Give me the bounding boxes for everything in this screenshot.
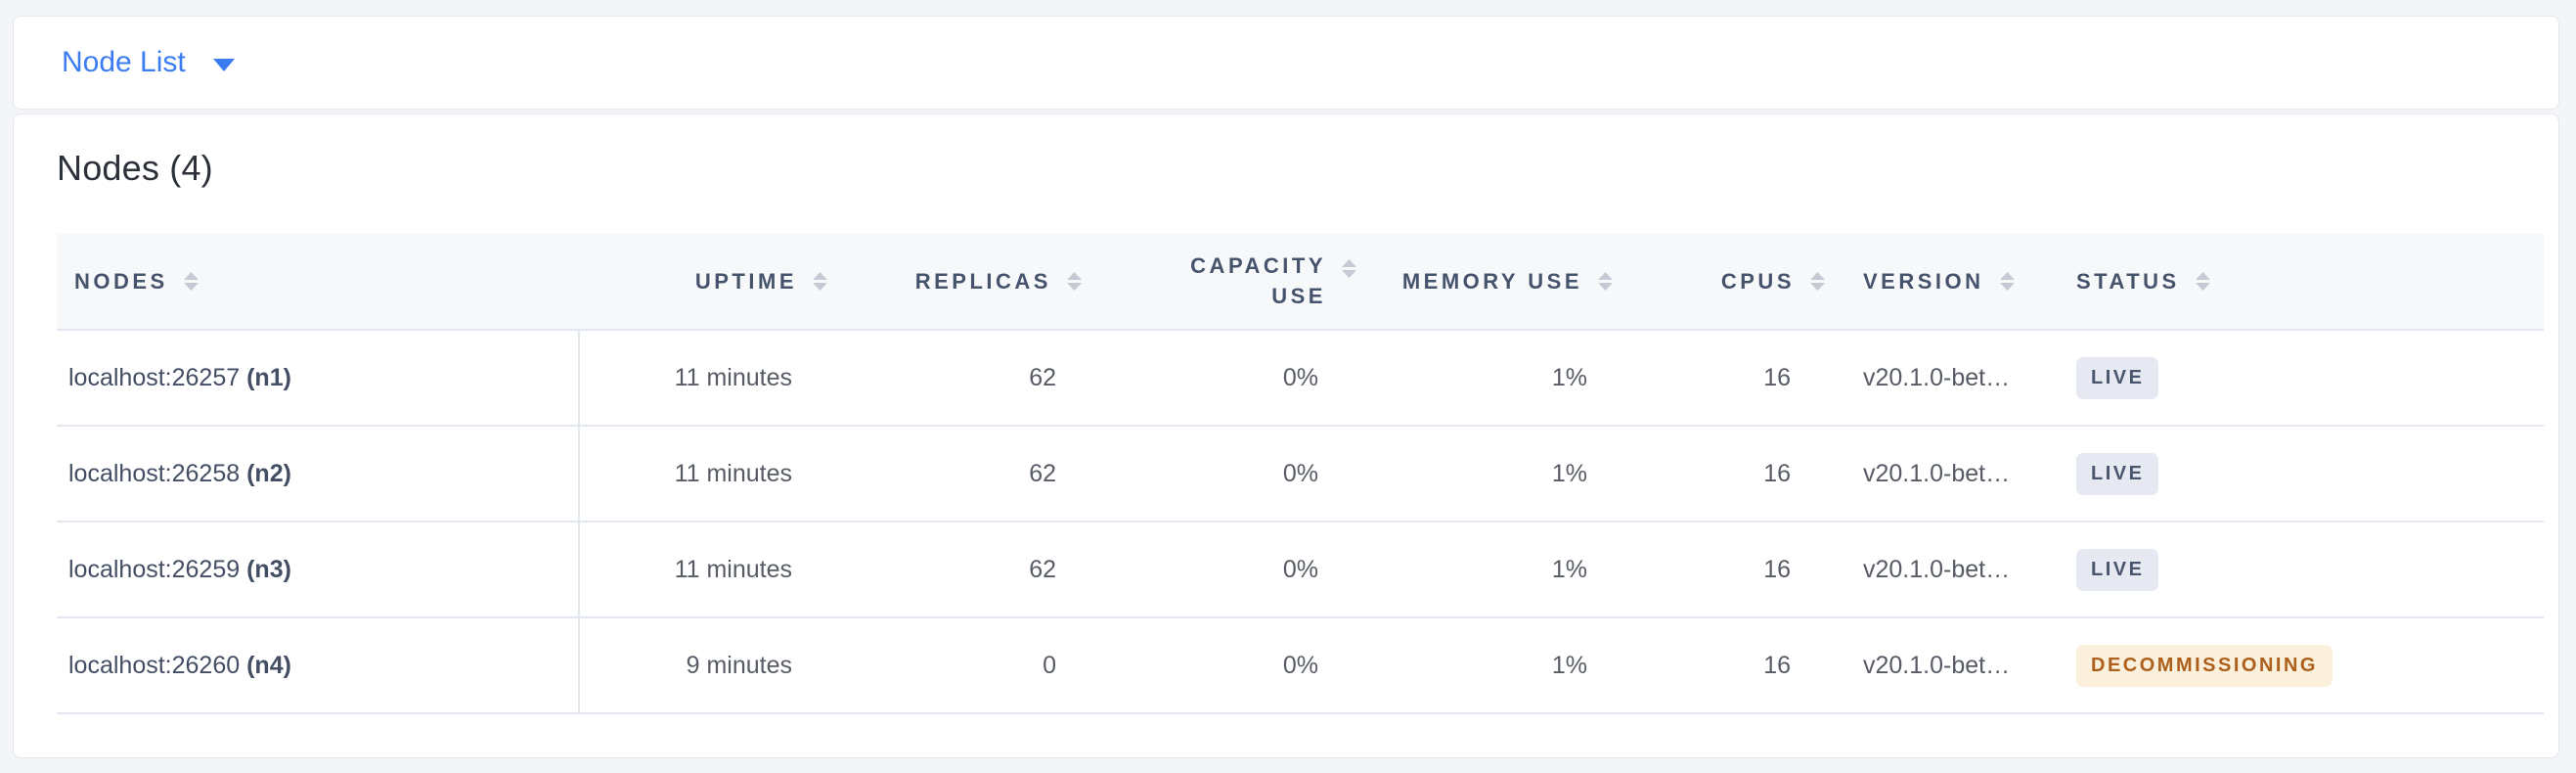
table-row: localhost:26260 (n4) 9 minutes 0 0% 1% 16 v20.… [57,616,2544,714]
cell-version: v20.1.0-bet… [1837,616,2059,714]
column-label-cpus: CPUS [1720,268,1795,294]
page-title: Nodes (4) [57,148,213,188]
status-badge: LIVE [2076,452,2159,495]
node-id: (n3) [246,555,291,583]
sort-arrows-icon[interactable] [2195,272,2210,291]
cell-version: v20.1.0-bet… [1837,425,2059,522]
cell-capacity-use: 0% [1093,425,1368,522]
sort-arrows-icon[interactable] [1067,272,1082,291]
cell-cpus: 16 [1624,425,1837,522]
cell-cpus: 16 [1624,521,1837,617]
cell-uptime: 11 minutes [579,425,839,522]
table-row: localhost:26258 (n2) 11 minutes 62 0% 1% 16 v2… [57,425,2544,522]
column-label-version: VERSION [1863,268,1984,294]
sort-arrows-icon[interactable] [1342,259,1356,278]
column-header-memory_use[interactable]: MEMORY USE [1368,234,1624,330]
cell-memory-use: 1% [1368,425,1624,522]
nodes-table: NODES UPTIME REPLICAS CAPACITY USE MEMORY US… [57,234,2544,714]
cell-version: v20.1.0-bet… [1837,329,2059,426]
column-label-memory_use: MEMORY USE [1401,268,1582,294]
sort-arrows-icon[interactable] [183,272,199,291]
cell-capacity-use: 0% [1093,329,1368,426]
cell-node-address: localhost:26259 (n3) [57,521,580,617]
table-header-row: NODES UPTIME REPLICAS CAPACITY USE MEMORY US… [57,234,2544,330]
cell-cpus: 16 [1624,329,1837,426]
cell-status: LIVE [2059,329,2544,426]
node-address: localhost:26260 [68,651,247,679]
cell-memory-use: 1% [1368,329,1624,426]
cell-node-address: localhost:26257 (n1) [57,329,580,426]
view-selector-dropdown[interactable]: Node List [62,46,235,79]
cell-uptime: 9 minutes [579,616,839,714]
cell-memory-use: 1% [1368,521,1624,617]
column-label-replicas: REPLICAS [914,268,1051,294]
status-badge: LIVE [2076,356,2159,399]
node-id: (n2) [246,459,291,487]
status-badge: DECOMMISSIONING [2076,644,2332,687]
status-badge: LIVE [2076,548,2159,591]
cell-uptime: 11 minutes [579,329,839,426]
sort-arrows-icon[interactable] [1598,272,1613,291]
caret-down-icon [212,58,235,71]
sort-arrows-icon[interactable] [1999,272,2015,291]
node-address: localhost:26258 [68,459,247,487]
cell-version: v20.1.0-bet… [1837,521,2059,617]
cell-capacity-use: 0% [1093,521,1368,617]
cell-cpus: 16 [1624,616,1837,714]
column-label-status: STATUS [2076,268,2180,294]
column-header-cpus[interactable]: CPUS [1624,234,1837,330]
sort-arrows-icon[interactable] [1810,272,1825,291]
table-row: localhost:26257 (n1) 11 minutes 62 0% 1% 16 v2… [57,329,2544,426]
cell-node-address: localhost:26258 (n2) [57,425,580,522]
cell-status: DECOMMISSIONING [2059,616,2544,714]
column-header-status[interactable]: STATUS [2059,234,2544,330]
cell-status: LIVE [2059,521,2544,617]
column-header-replicas[interactable]: REPLICAS [839,234,1093,330]
cell-memory-use: 1% [1368,616,1624,714]
column-header-version[interactable]: VERSION [1837,234,2059,330]
view-selector-label: Node List [62,46,186,78]
nodes-card: Nodes (4) NODES UPTIME REPLICAS CAPACITY US… [13,114,2559,758]
column-label-uptime: UPTIME [694,268,797,294]
node-address: localhost:26259 [68,555,247,583]
node-id: (n1) [246,363,291,391]
node-address: localhost:26257 [68,363,247,391]
cell-replicas: 0 [839,616,1093,714]
cell-capacity-use: 0% [1093,616,1368,714]
cell-replicas: 62 [839,329,1093,426]
cell-replicas: 62 [839,425,1093,522]
table-row: localhost:26259 (n3) 11 minutes 62 0% 1% 16 v2… [57,521,2544,617]
column-header-capacity_use[interactable]: CAPACITY USE [1093,234,1368,330]
cell-replicas: 62 [839,521,1093,617]
column-label-capacity_use: CAPACITY USE [1190,252,1326,308]
column-label-nodes: NODES [74,268,168,294]
view-selector-bar: Node List [13,16,2559,110]
column-header-nodes[interactable]: NODES [57,234,579,330]
cell-status: LIVE [2059,425,2544,522]
node-id: (n4) [246,651,291,679]
column-header-uptime[interactable]: UPTIME [579,234,839,330]
sort-arrows-icon[interactable] [813,272,827,291]
cell-node-address: localhost:26260 (n4) [57,616,580,714]
cell-uptime: 11 minutes [579,521,839,617]
